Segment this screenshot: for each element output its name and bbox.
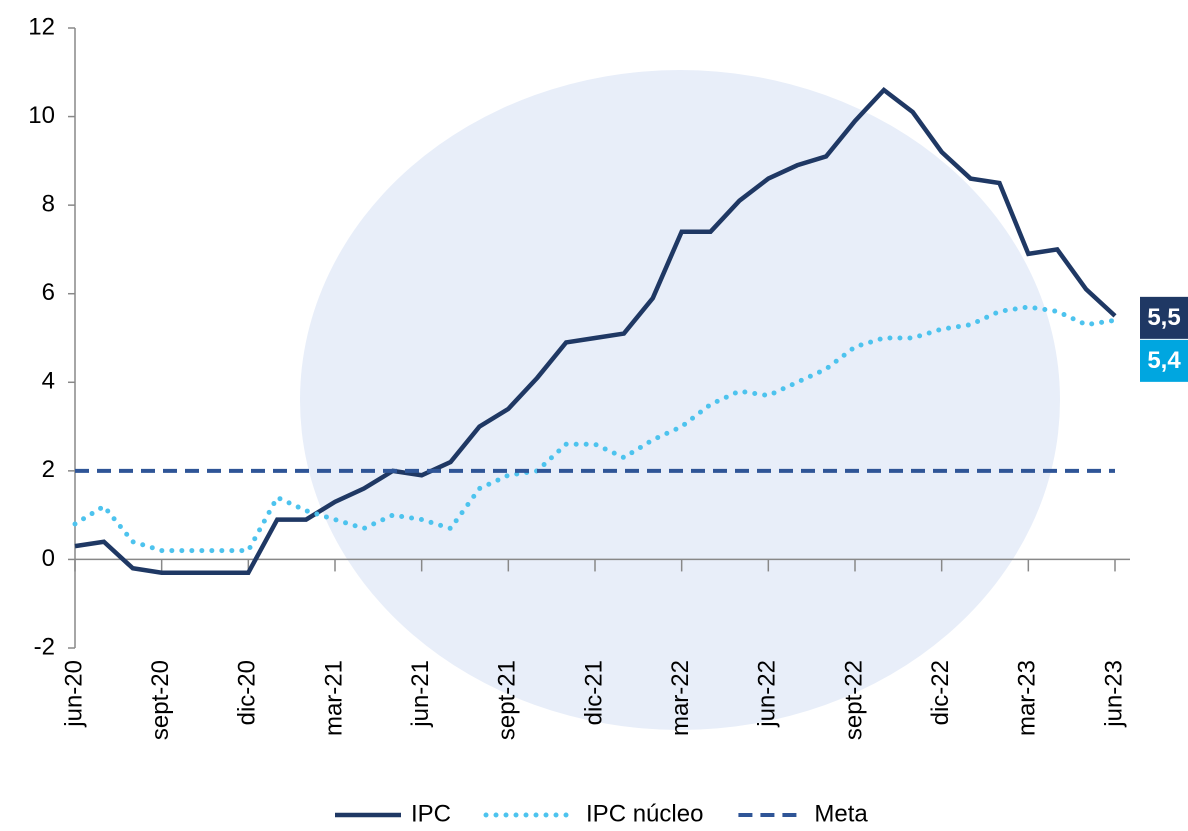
series-line [74, 86, 1117, 575]
y-tick-label: 10 [28, 102, 55, 129]
end-label-box [1140, 339, 1188, 382]
x-tick-label: dic-20 [234, 660, 261, 725]
y-tick-label: 2 [42, 456, 55, 483]
legend-label: IPC núcleo [586, 800, 703, 827]
y-tick-label: 8 [42, 190, 55, 217]
x-tick-label: sept-21 [494, 660, 521, 740]
end-label: 5,5 [1147, 304, 1180, 331]
x-tick-label: jun-21 [407, 660, 434, 728]
y-tick-label: 0 [42, 545, 55, 572]
y-tick-label: -2 [34, 633, 55, 660]
x-tick-label: jun-23 [1100, 660, 1127, 728]
end-label-box [1140, 296, 1188, 339]
x-tick-label: jun-22 [754, 660, 781, 728]
background-map [300, 70, 1060, 730]
x-tick-label: sept-20 [147, 660, 174, 740]
end-label: 5,4 [1147, 347, 1181, 374]
x-tick-label: dic-22 [927, 660, 954, 725]
x-tick-label: mar-21 [320, 660, 347, 736]
x-tick-label: mar-23 [1014, 660, 1041, 736]
y-tick-label: 12 [28, 13, 55, 40]
x-tick-label: jun-20 [60, 660, 87, 728]
y-tick-label: 4 [42, 368, 55, 395]
legend-label: IPC [411, 800, 451, 827]
x-tick-label: dic-21 [580, 660, 607, 725]
y-tick-label: 6 [42, 279, 55, 306]
x-tick-label: sept-22 [840, 660, 867, 740]
legend-label: Meta [814, 800, 868, 827]
series-line [72, 304, 1118, 554]
x-tick-label: mar-22 [667, 660, 694, 736]
